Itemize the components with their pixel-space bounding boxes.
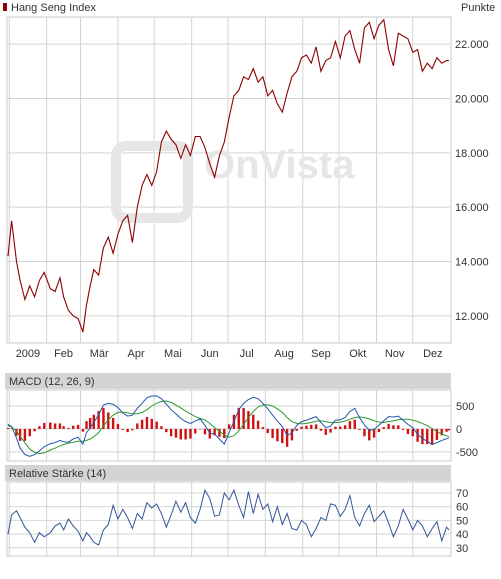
price-x-tick-label: Jul	[240, 348, 254, 360]
price-x-axis: 2009 Feb Mär Apr Mai Jun Jul Aug Sep Okt Nov Dez	[16, 348, 443, 360]
price-series-line	[7, 18, 449, 333]
price-x-tick-label: 2009	[16, 348, 40, 360]
rsi-y-tick-label: 40	[456, 529, 468, 541]
price-x-tick-label: Dez	[423, 348, 443, 360]
price-x-tick-label: Mär	[90, 348, 109, 360]
price-y-tick-label: 18.000	[455, 148, 489, 160]
macd-y-axis: 500 0 -500	[456, 401, 478, 459]
rsi-header-bar	[5, 465, 451, 481]
macd-y-tick-label: -500	[456, 447, 478, 459]
macd-grid	[7, 390, 451, 461]
price-y-tick-label: 14.000	[455, 257, 489, 269]
watermark: OnVista	[111, 141, 355, 223]
rsi-y-tick-label: 70	[456, 488, 468, 500]
legend-swatch	[3, 3, 7, 11]
price-panel: Hang Seng Index Punkte OnVista 12.000 14.…	[3, 2, 495, 360]
rsi-y-tick-label: 50	[456, 515, 468, 527]
price-y-tick-label: 22.000	[455, 39, 489, 51]
price-x-tick-label: Okt	[349, 348, 366, 360]
price-x-tick-label: Aug	[274, 348, 294, 360]
price-x-tick-label: Jun	[201, 348, 219, 360]
macd-y-tick-label: 500	[456, 401, 474, 413]
price-x-tick-label: Mai	[164, 348, 182, 360]
price-x-tick-label: Sep	[311, 348, 331, 360]
price-x-tick-label: Nov	[385, 348, 405, 360]
rsi-line	[7, 488, 450, 546]
macd-panel: MACD (12, 26, 9) 500 0 -500	[5, 373, 478, 462]
price-y-tick-label: 16.000	[455, 202, 489, 214]
rsi-title: Relative Stärke (14)	[9, 468, 106, 480]
macd-line	[7, 395, 450, 457]
price-x-tick-label: Apr	[128, 348, 145, 360]
price-y-axis: 12.000 14.000 16.000 18.000 20.000 22.000	[455, 39, 489, 323]
macd-histogram	[6, 407, 451, 447]
macd-title: MACD (12, 26, 9)	[9, 376, 95, 388]
price-y-tick-label: 20.000	[455, 94, 489, 106]
macd-header-bar	[5, 373, 451, 389]
rsi-grid	[7, 482, 451, 556]
watermark-logo	[111, 141, 193, 223]
price-x-tick-label: Feb	[54, 348, 73, 360]
price-y-tick-label: 12.000	[455, 311, 489, 323]
chart-title: Hang Seng Index	[11, 2, 97, 14]
watermark-text: OnVista	[204, 143, 355, 187]
rsi-y-tick-label: 30	[456, 543, 468, 555]
unit-label: Punkte	[461, 2, 495, 14]
rsi-y-tick-label: 60	[456, 502, 468, 514]
macd-y-tick-label: 0	[456, 424, 462, 436]
